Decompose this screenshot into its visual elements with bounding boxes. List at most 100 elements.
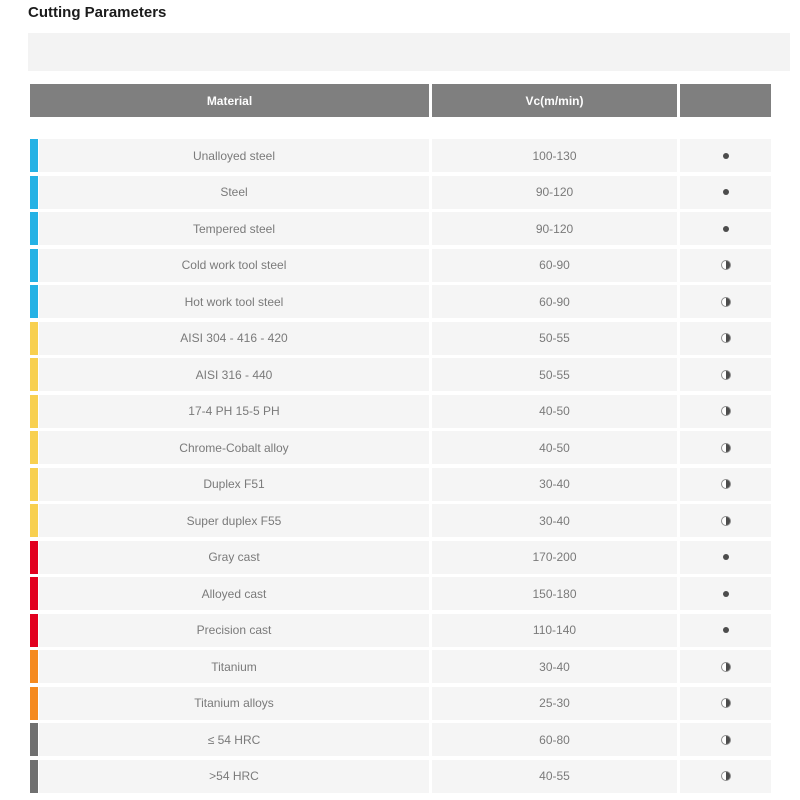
- material-cell: Chrome-Cobalt alloy: [39, 431, 429, 464]
- icon-cell: [680, 650, 771, 683]
- half-filled-circle-icon: [720, 698, 731, 708]
- vc-cell: 25-30: [432, 686, 677, 720]
- group-color-bar: [30, 431, 38, 464]
- material-cell: AISI 304 - 416 - 420: [39, 321, 429, 355]
- vc-cell: 60-90: [432, 285, 677, 318]
- group-color-bar: [30, 358, 38, 391]
- vc-cell: 30-40: [432, 504, 677, 537]
- half-filled-circle-icon: [720, 661, 731, 672]
- icon-cell: [680, 212, 771, 245]
- table-row: ≤ 54 HRC 60-80: [30, 723, 771, 756]
- half-filled-circle-icon: [720, 479, 731, 489]
- cutting-parameters-table: Material Vc(m/min) Unalloyed steel 100-1…: [30, 84, 771, 793]
- group-color-bar: [30, 723, 38, 756]
- material-cell: AISI 316 - 440: [39, 358, 429, 391]
- icon-cell: [680, 540, 771, 574]
- group-color-bar: [30, 467, 38, 501]
- vc-cell: 40-50: [432, 431, 677, 464]
- table-row: Titanium 30-40: [30, 650, 771, 683]
- material-cell: Steel: [39, 175, 429, 209]
- vc-cell: 90-120: [432, 175, 677, 209]
- group-color-bar: [30, 686, 38, 720]
- header-wear-indicator: [680, 84, 771, 117]
- table-row: >54 HRC 40-55: [30, 759, 771, 793]
- group-color-bar: [30, 540, 38, 574]
- half-filled-circle-icon: [720, 442, 731, 453]
- table-header-row: Material Vc(m/min): [30, 84, 771, 117]
- table-row: Steel 90-120: [30, 175, 771, 209]
- half-filled-circle-icon: [720, 333, 731, 343]
- filled-circle-icon: [722, 225, 729, 232]
- top-spacer-band: [28, 33, 790, 71]
- table-body: Unalloyed steel 100-130 Steel 90-120 Tem…: [30, 139, 771, 793]
- half-filled-circle-icon: [720, 771, 731, 781]
- material-cell: Hot work tool steel: [39, 285, 429, 318]
- table-row: Cold work tool steel 60-90: [30, 248, 771, 282]
- filled-circle-icon: [722, 554, 729, 560]
- table-row: Tempered steel 90-120: [30, 212, 771, 245]
- vc-cell: 50-55: [432, 321, 677, 355]
- icon-cell: [680, 723, 771, 756]
- table-row: Titanium alloys 25-30: [30, 686, 771, 720]
- vc-cell: 50-55: [432, 358, 677, 391]
- material-cell: Unalloyed steel: [39, 139, 429, 172]
- icon-cell: [680, 613, 771, 647]
- half-filled-circle-icon: [720, 515, 731, 526]
- vc-cell: 40-55: [432, 759, 677, 793]
- filled-circle-icon: [722, 627, 729, 633]
- half-filled-circle-icon: [720, 734, 731, 745]
- material-cell: Alloyed cast: [39, 577, 429, 610]
- vc-cell: 170-200: [432, 540, 677, 574]
- icon-cell: [680, 139, 771, 172]
- vc-cell: 110-140: [432, 613, 677, 647]
- table-row: Chrome-Cobalt alloy 40-50: [30, 431, 771, 464]
- filled-circle-icon: [722, 189, 729, 195]
- header-vc: Vc(m/min): [432, 84, 677, 117]
- vc-cell: 60-90: [432, 248, 677, 282]
- icon-cell: [680, 431, 771, 464]
- table-row: Unalloyed steel 100-130: [30, 139, 771, 172]
- icon-cell: [680, 248, 771, 282]
- page-title: Cutting Parameters: [28, 4, 167, 21]
- icon-cell: [680, 467, 771, 501]
- icon-cell: [680, 686, 771, 720]
- filled-circle-icon: [722, 152, 729, 159]
- vc-cell: 150-180: [432, 577, 677, 610]
- half-filled-circle-icon: [720, 260, 731, 270]
- table-row: AISI 316 - 440 50-55: [30, 358, 771, 391]
- group-color-bar: [30, 248, 38, 282]
- icon-cell: [680, 759, 771, 793]
- icon-cell: [680, 285, 771, 318]
- icon-cell: [680, 175, 771, 209]
- group-color-bar: [30, 212, 38, 245]
- header-material: Material: [30, 84, 429, 117]
- vc-cell: 100-130: [432, 139, 677, 172]
- table-row: Super duplex F55 30-40: [30, 504, 771, 537]
- material-cell: 17-4 PH 15-5 PH: [39, 394, 429, 428]
- group-color-bar: [30, 577, 38, 610]
- icon-cell: [680, 394, 771, 428]
- group-color-bar: [30, 321, 38, 355]
- icon-cell: [680, 504, 771, 537]
- group-color-bar: [30, 139, 38, 172]
- half-filled-circle-icon: [720, 369, 731, 380]
- material-cell: Duplex F51: [39, 467, 429, 501]
- table-row: Gray cast 170-200: [30, 540, 771, 574]
- material-cell: Titanium: [39, 650, 429, 683]
- material-cell: >54 HRC: [39, 759, 429, 793]
- icon-cell: [680, 577, 771, 610]
- icon-cell: [680, 358, 771, 391]
- group-color-bar: [30, 504, 38, 537]
- group-color-bar: [30, 759, 38, 793]
- vc-cell: 30-40: [432, 467, 677, 501]
- vc-cell: 40-50: [432, 394, 677, 428]
- material-cell: Gray cast: [39, 540, 429, 574]
- table-row: Alloyed cast 150-180: [30, 577, 771, 610]
- material-cell: Cold work tool steel: [39, 248, 429, 282]
- group-color-bar: [30, 394, 38, 428]
- half-filled-circle-icon: [720, 296, 731, 307]
- group-color-bar: [30, 285, 38, 318]
- material-cell: Super duplex F55: [39, 504, 429, 537]
- material-cell: Titanium alloys: [39, 686, 429, 720]
- filled-circle-icon: [722, 590, 729, 597]
